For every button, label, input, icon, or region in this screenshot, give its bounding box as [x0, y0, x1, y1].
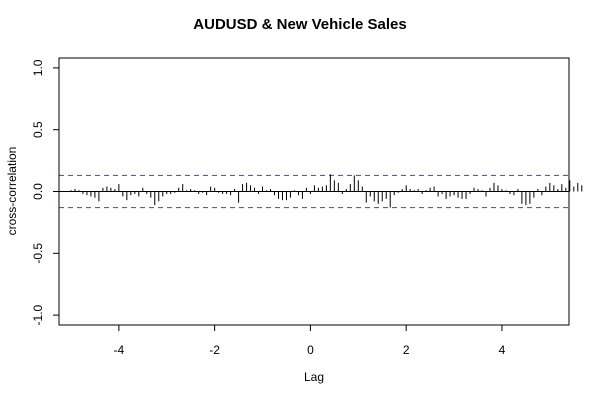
y-tick-label: -1.0	[31, 304, 45, 325]
x-tick-label: 0	[307, 343, 314, 357]
chart-title: AUDUSD & New Vehicle Sales	[193, 16, 407, 33]
x-tick-label: 4	[499, 343, 506, 357]
x-tick-label: -4	[114, 343, 125, 357]
confidence-bands	[59, 174, 569, 209]
correlation-bars	[70, 174, 583, 208]
y-axis-label: cross-correlation	[5, 146, 19, 236]
x-tick-label: -2	[209, 343, 220, 357]
y-axis: -1.0 -0.5 0.0 0.5 1.0	[31, 59, 60, 325]
x-tick-label: 2	[403, 343, 410, 357]
y-tick-label: 0.0	[31, 183, 45, 200]
y-tick-label: -0.5	[31, 243, 45, 264]
x-axis: -4 -2 0 2 4	[114, 324, 506, 357]
y-tick-label: 1.0	[31, 59, 45, 76]
y-tick-label: 0.5	[31, 121, 45, 138]
x-axis-label: Lag	[303, 370, 325, 384]
